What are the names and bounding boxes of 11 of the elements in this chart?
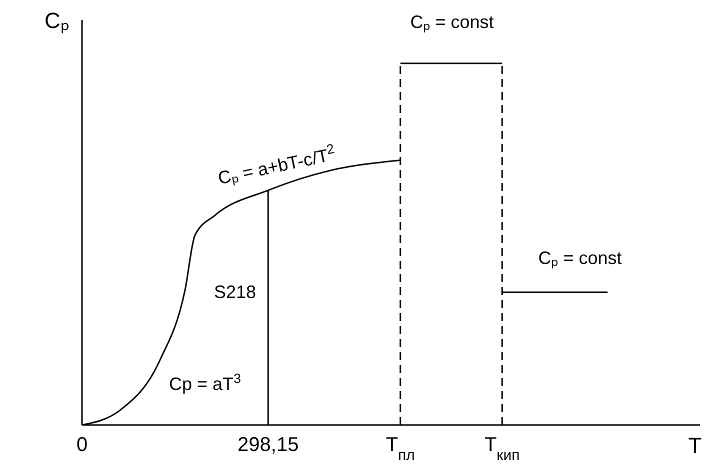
annotation: Cp = aT$^{3}$ [168, 370, 242, 394]
annotation: Cₚ = a+bT-c/T$^{2}$ [216, 140, 336, 190]
y-axis-title: Cₚ [44, 8, 70, 34]
annotation: S218 [214, 282, 256, 302]
x-tick-label: T$_{кип}$ [484, 434, 520, 464]
x-tick-label: 298,15 [238, 434, 299, 456]
x-axis-title: T [688, 433, 702, 458]
x-tick-label: T$_{пл}$ [386, 434, 415, 464]
annotation: Cₚ = const [538, 248, 622, 269]
x-tick-label: 0 [76, 434, 88, 456]
text: Cₚ = const [410, 12, 494, 33]
